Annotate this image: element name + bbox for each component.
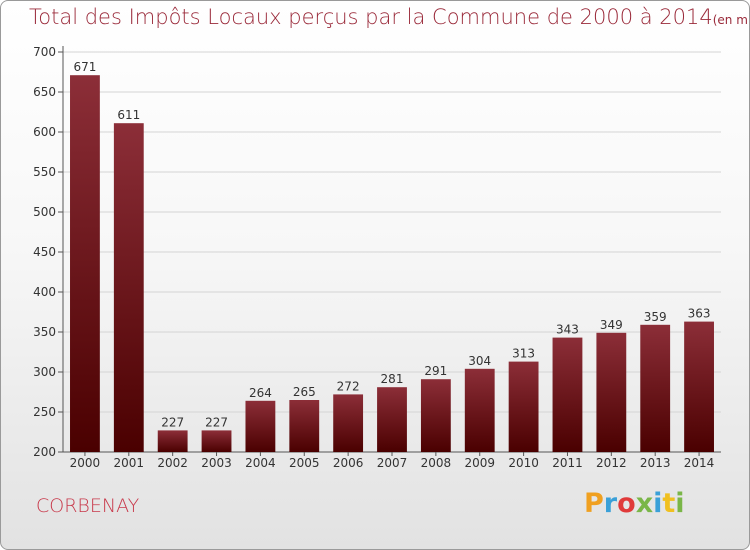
x-tick-label: 2001	[114, 456, 145, 470]
x-tick-label: 2000	[70, 456, 101, 470]
logo-letter: x	[635, 488, 654, 519]
y-tick-label: 650	[33, 85, 56, 99]
x-tick-label: 2002	[157, 456, 188, 470]
data-label: 611	[117, 108, 140, 122]
data-label: 227	[205, 415, 228, 429]
logo-letter: r	[603, 488, 618, 519]
data-label: 313	[512, 347, 535, 361]
data-label: 363	[688, 307, 711, 321]
y-tick-label: 700	[33, 45, 56, 59]
y-tick-label: 550	[33, 165, 56, 179]
chart-title: Total des Impôts Locaux perçus par la Co…	[29, 5, 750, 29]
bar-2006[interactable]	[333, 394, 364, 452]
logo-letter: o	[617, 488, 636, 519]
bar-2012[interactable]	[596, 332, 627, 452]
x-tick-label: 2007	[377, 456, 408, 470]
data-label: 304	[468, 354, 491, 368]
bar-2005[interactable]	[289, 400, 320, 452]
x-tick-label: 2011	[552, 456, 583, 470]
logo-letter: i	[653, 488, 663, 519]
logo-letter: P	[584, 488, 604, 519]
data-label: 281	[381, 372, 404, 386]
data-label: 343	[556, 323, 579, 337]
bar-2010[interactable]	[508, 361, 539, 452]
data-label: 272	[337, 379, 360, 393]
labels: 200 250 300 350 400 450 500 550 600 650 700 671 2000…	[33, 45, 714, 470]
data-label: 227	[161, 415, 184, 429]
bar-2008[interactable]	[420, 379, 451, 452]
bar-2007[interactable]	[377, 387, 407, 452]
x-tick-label: 2013	[640, 456, 671, 470]
x-tick-label: 2014	[684, 456, 715, 470]
data-label: 291	[424, 364, 447, 378]
data-label: 671	[73, 60, 96, 74]
x-tick-label: 2010	[508, 456, 539, 470]
data-label: 349	[600, 318, 623, 332]
y-tick-label: 500	[33, 205, 56, 219]
chart-title-main: Total des Impôts Locaux perçus par la Co…	[29, 5, 713, 29]
y-tick-label: 300	[33, 365, 56, 379]
x-tick-label: 2005	[289, 456, 320, 470]
bar-2013[interactable]	[640, 324, 671, 452]
proxiti-logo[interactable]: Proxiti	[584, 488, 685, 519]
y-tick-label: 250	[33, 405, 56, 419]
x-tick-label: 2009	[464, 456, 495, 470]
bar-2000[interactable]	[70, 75, 100, 452]
x-tick-label: 2003	[201, 456, 232, 470]
x-tick-label: 2006	[333, 456, 364, 470]
data-label: 359	[644, 310, 667, 324]
y-tick-label: 450	[33, 245, 56, 259]
bar-2004[interactable]	[245, 400, 276, 452]
bar-2011[interactable]	[552, 337, 583, 452]
data-label: 265	[293, 385, 316, 399]
y-tick-label: 600	[33, 125, 56, 139]
bar-2001[interactable]	[113, 123, 144, 452]
x-tick-label: 2004	[245, 456, 276, 470]
bar-2002[interactable]	[157, 430, 188, 452]
bars	[70, 75, 714, 452]
bar-2009[interactable]	[464, 368, 495, 452]
x-tick-label: 2008	[421, 456, 452, 470]
x-tick-label: 2012	[596, 456, 627, 470]
commune-name: CORBENAY	[36, 495, 140, 517]
y-tick-label: 200	[33, 445, 56, 459]
chart-title-unit: (en milliers d'€)	[712, 13, 750, 27]
data-label: 264	[249, 386, 272, 400]
y-tick-label: 350	[33, 325, 56, 339]
bar-2003[interactable]	[201, 430, 232, 452]
logo-letter: t	[662, 488, 676, 519]
logo-letter: i	[675, 488, 685, 519]
bar-2014[interactable]	[684, 321, 714, 452]
y-tick-label: 400	[33, 285, 56, 299]
